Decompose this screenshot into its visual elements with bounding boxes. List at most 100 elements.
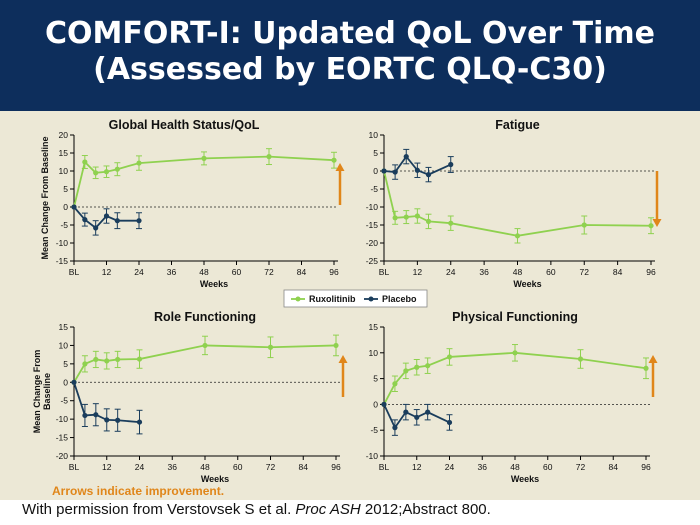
slide-title-line-1: COMFORT-I: Updated QoL Over Time (44, 16, 656, 51)
improvement-arrow-head (335, 163, 345, 171)
y-tick-label: -5 (60, 396, 68, 406)
x-tick-label: 36 (168, 462, 178, 472)
legend-marker-placebo (368, 296, 374, 302)
x-tick-label: 36 (479, 267, 489, 277)
y-tick-label: 5 (373, 148, 378, 158)
x-axis-label: Weeks (201, 474, 229, 484)
x-tick-label: 60 (233, 462, 243, 472)
y-tick-label: 10 (59, 166, 69, 176)
data-point-placebo (425, 172, 432, 178)
x-tick-label: 48 (510, 462, 520, 472)
citation: With permission from Verstovsek S et al.… (22, 501, 491, 519)
x-tick-label: 48 (200, 462, 210, 472)
y-tick-label: 15 (59, 148, 69, 158)
legend-label-ruxolitinib: Ruxolitinib (309, 294, 356, 304)
data-point-ruxolitinib (267, 344, 274, 350)
x-tick-label: 84 (609, 462, 619, 472)
data-point-ruxolitinib (392, 215, 398, 221)
x-tick-label: 72 (580, 267, 590, 277)
arrows-note: Arrows indicate improvement. (52, 484, 225, 498)
charts-svg: Global Health Status/QoL 20 15 10 5 0 -5 -10 -15… (32, 118, 662, 484)
data-point-ruxolitinib (448, 220, 454, 226)
data-point-placebo (103, 213, 110, 219)
legend-label-placebo: Placebo (382, 294, 417, 304)
data-point-ruxolitinib (93, 356, 99, 363)
data-point-placebo (93, 225, 99, 231)
data-point-ruxolitinib (82, 361, 88, 367)
x-tick-label: 96 (329, 267, 339, 277)
y-tick-label: -25 (366, 256, 379, 266)
data-point-placebo (71, 379, 77, 385)
data-point-placebo (381, 401, 387, 407)
data-point-ruxolitinib (136, 160, 142, 166)
data-point-ruxolitinib (82, 159, 88, 165)
data-point-placebo (104, 417, 110, 423)
x-tick-label: 12 (102, 267, 112, 277)
series-placebo (381, 401, 453, 436)
series-line-placebo (73, 206, 139, 230)
series-line-placebo (73, 382, 140, 423)
chart-title: Role Functioning (154, 310, 256, 324)
y-tick-label: -10 (56, 414, 69, 424)
x-tick-label: 72 (576, 462, 586, 472)
x-axis-label: Weeks (511, 474, 539, 484)
x-tick-label: BL (69, 267, 80, 277)
citation-journal: Proc ASH (295, 501, 361, 518)
data-point-placebo (71, 204, 77, 210)
data-point-ruxolitinib (136, 356, 143, 362)
series-placebo (71, 204, 142, 236)
x-tick-label: 96 (646, 267, 656, 277)
x-tick-label: 24 (134, 267, 144, 277)
improvement-arrow-head (338, 355, 348, 363)
y-tick-label: -5 (370, 184, 378, 194)
x-tick-label: 24 (445, 462, 455, 472)
x-tick-label: 96 (641, 462, 651, 472)
y-tick-label: 0 (373, 399, 378, 409)
data-point-placebo (414, 414, 420, 420)
x-tick-label: 72 (264, 267, 274, 277)
y-tick-label: -5 (370, 425, 378, 435)
chart-title: Global Health Status/QoL (109, 118, 260, 132)
y-axis-label: Mean Change From Baseline (40, 136, 50, 259)
x-tick-label: 96 (331, 462, 341, 472)
data-point-ruxolitinib (512, 350, 518, 356)
data-point-ruxolitinib (114, 166, 120, 172)
series-ruxolitinib (71, 148, 337, 210)
y-axis-label-line-2: Baseline (42, 373, 52, 410)
data-point-ruxolitinib (414, 364, 420, 370)
data-point-ruxolitinib (115, 356, 121, 363)
y-tick-label: 15 (59, 322, 69, 332)
x-tick-label: 24 (446, 267, 456, 277)
y-tick-label: 5 (63, 184, 68, 194)
y-tick-label: 5 (373, 374, 378, 384)
data-point-ruxolitinib (392, 381, 398, 387)
y-axis-label: Mean Change FromBaseline (32, 350, 52, 434)
x-tick-label: 12 (102, 462, 112, 472)
y-tick-label: 10 (59, 340, 69, 350)
data-point-placebo (93, 412, 99, 418)
series-placebo (71, 379, 143, 435)
data-point-placebo (136, 419, 143, 425)
chart-1: Global Health Status/QoL 20 15 10 5 0 -5 -10 -15… (40, 118, 345, 289)
x-tick-label: 36 (478, 462, 488, 472)
data-point-ruxolitinib (643, 365, 649, 371)
data-point-placebo (381, 168, 387, 174)
data-point-ruxolitinib (577, 356, 584, 362)
data-point-placebo (403, 409, 409, 415)
x-axis-label: Weeks (513, 279, 541, 289)
x-tick-label: 72 (266, 462, 276, 472)
data-point-ruxolitinib (103, 169, 110, 175)
y-tick-label: -10 (56, 238, 69, 248)
data-point-ruxolitinib (333, 342, 339, 349)
chart-title: Physical Functioning (452, 310, 578, 324)
x-tick-label: 60 (232, 267, 242, 277)
data-point-placebo (392, 425, 398, 431)
x-tick-label: 60 (546, 267, 556, 277)
series-ruxolitinib (71, 334, 339, 385)
y-tick-label: 0 (63, 202, 68, 212)
x-tick-label: 12 (413, 267, 423, 277)
data-point-ruxolitinib (202, 342, 208, 349)
chart-title: Fatigue (495, 118, 539, 132)
